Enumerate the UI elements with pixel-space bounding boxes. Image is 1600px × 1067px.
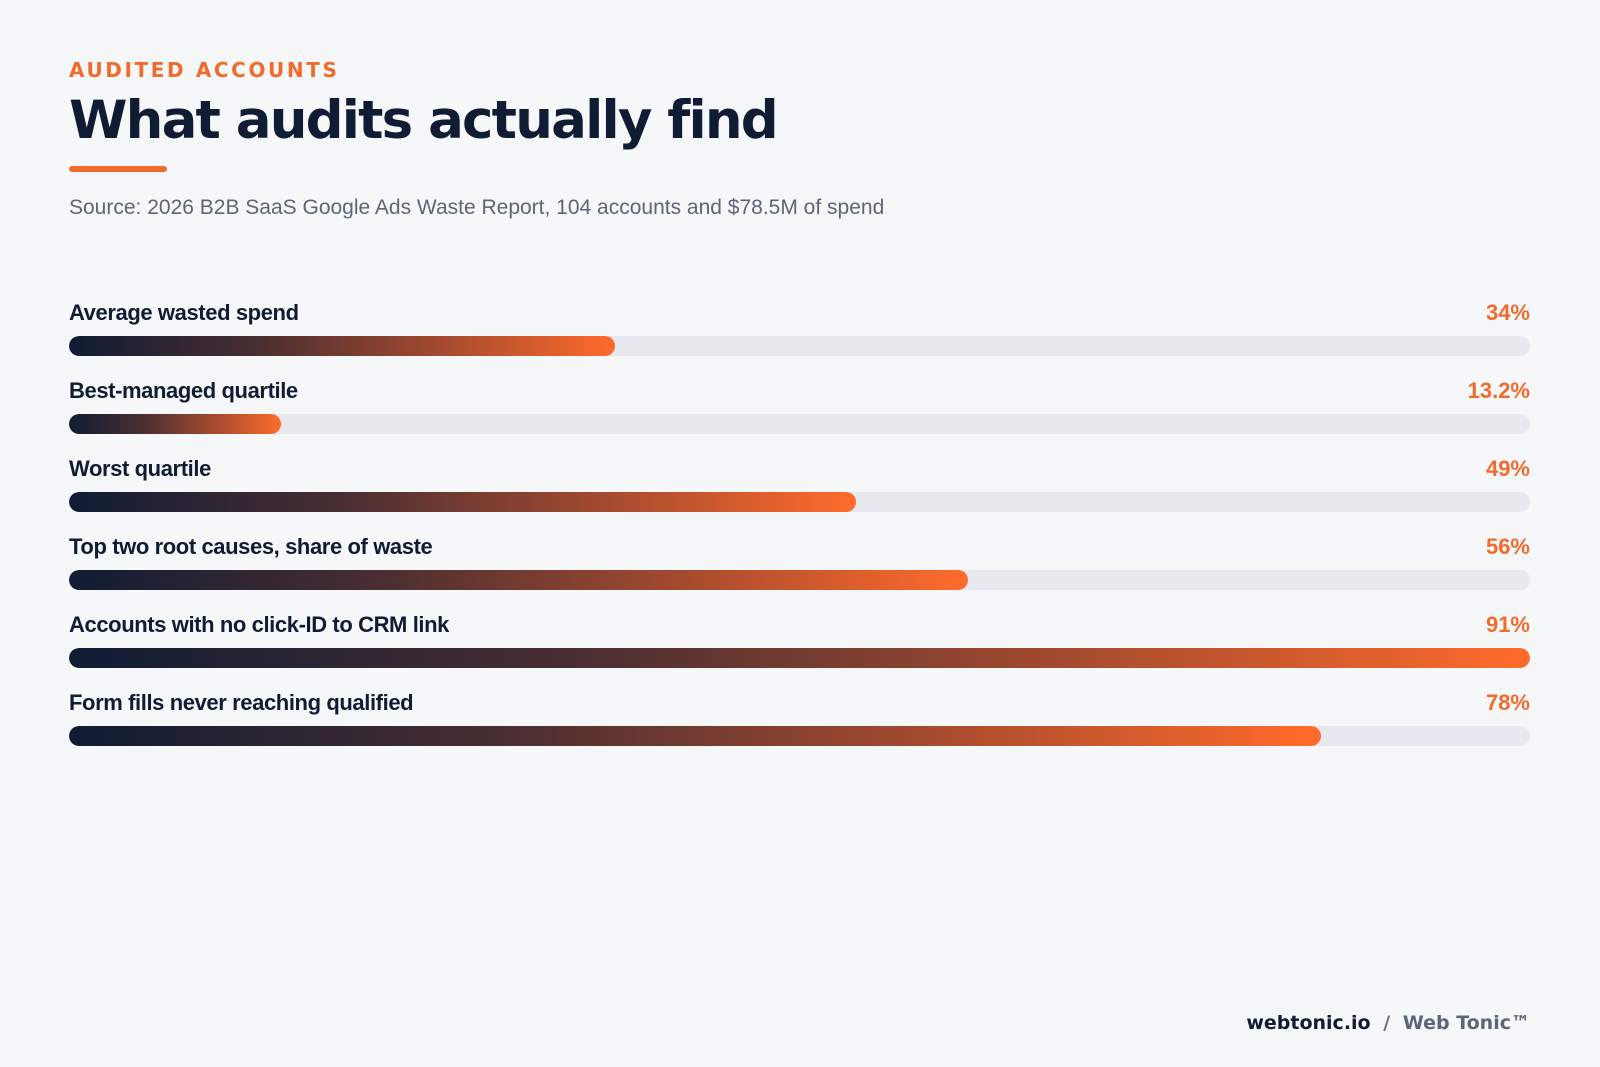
page-title: What audits actually find [69,90,779,151]
bar-label: Accounts with no click-ID to CRM link [69,612,449,637]
bar-row: Best-managed quartile 13.2% [69,374,1530,452]
bar-row: Worst quartile 49% [69,452,1530,530]
bar-label: Form fills never reaching qualified [69,690,414,715]
bar-track [69,492,1530,512]
bar-fill [69,648,1530,668]
bar-value-label: 56% [1485,534,1530,559]
bar-fill [69,336,615,356]
bar-track [69,570,1530,590]
bar-value-label: 91% [1485,612,1530,637]
title-underline [69,166,167,172]
bar-row: Form fills never reaching qualified 78% [69,686,1530,764]
bar-label: Best-managed quartile [69,378,298,403]
bar-track [69,726,1530,746]
bar-fill [69,414,281,434]
bar-label: Worst quartile [69,456,211,481]
source-note: Source: 2026 B2B SaaS Google Ads Waste R… [69,196,885,219]
bar-fill [69,570,968,590]
bar-label: Average wasted spend [69,300,299,325]
bar-label: Top two root causes, share of waste [69,534,433,559]
bar-track [69,336,1530,356]
bar-fill [69,726,1321,746]
bar-row: Accounts with no click-ID to CRM link 91% [69,608,1530,686]
bar-value-label: 13.2% [1467,378,1530,403]
bar-value-label: 78% [1485,690,1530,715]
bar-track [69,414,1530,434]
bar-value-label: 34% [1485,300,1530,325]
eyebrow-label: AUDITED ACCOUNTS [69,58,340,82]
bar-value-label: 49% [1485,456,1530,481]
footer-site[interactable]: webtonic.io [1246,1012,1371,1034]
page: AUDITED ACCOUNTS What audits actually fi… [69,0,1530,1067]
bar-row: Average wasted spend 34% [69,296,1530,374]
bar-track [69,648,1530,668]
bar-row: Top two root causes, share of waste 56% [69,530,1530,608]
footer-separator: / [1383,1012,1391,1034]
bar-chart: Average wasted spend 34% Best-managed quar… [69,296,1530,764]
footer-brand: Web Tonic™ [1402,1012,1530,1034]
footer-credit: webtonic.io / Web Tonic™ [1246,1012,1530,1034]
bar-fill [69,492,856,512]
